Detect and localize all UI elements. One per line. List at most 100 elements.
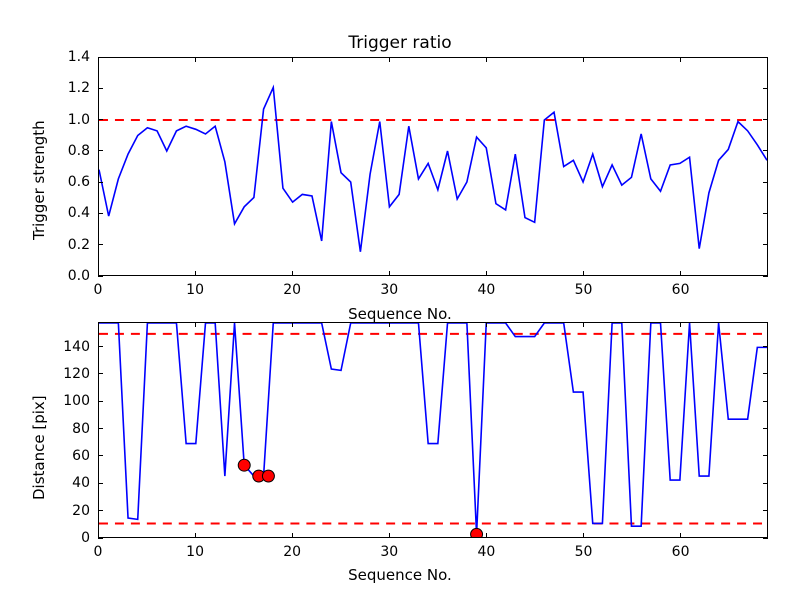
y-tick-mark xyxy=(98,181,103,183)
bottom-chart-xlabel: Sequence No. xyxy=(348,566,452,584)
y-tick-mark xyxy=(98,87,103,89)
y-tick-mark xyxy=(98,244,103,246)
y-tick-mark xyxy=(98,150,103,152)
x-tick-label: 50 xyxy=(574,282,593,298)
y-tick-label: 0 xyxy=(81,530,90,546)
x-tick-mark xyxy=(680,533,682,538)
y-tick-mark xyxy=(98,346,103,348)
highlight-marker xyxy=(261,469,275,483)
y-tick-mark xyxy=(98,537,103,539)
x-tick-mark xyxy=(388,271,390,276)
y-tick-label: 80 xyxy=(72,420,90,437)
y-tick-mark-right xyxy=(763,537,768,539)
x-tick-mark xyxy=(485,533,487,538)
y-tick-label: 140 xyxy=(63,338,90,355)
y-tick-label: 40 xyxy=(72,475,90,492)
top-plot-area xyxy=(98,57,768,276)
y-tick-mark-right xyxy=(763,212,768,214)
x-tick-mark xyxy=(291,271,293,276)
x-tick-mark-top xyxy=(291,57,293,62)
x-tick-mark xyxy=(680,271,682,276)
x-tick-mark xyxy=(291,533,293,538)
top-chart-xlabel: Sequence No. xyxy=(348,305,452,323)
data-series-line xyxy=(99,87,767,251)
y-tick-label: 60 xyxy=(72,447,90,464)
x-tick-mark-top xyxy=(583,322,584,327)
x-tick-label: 10 xyxy=(186,544,204,560)
x-tick-mark xyxy=(194,271,196,276)
x-tick-label: 20 xyxy=(283,544,302,560)
y-tick-label: 0.2 xyxy=(67,236,90,253)
y-tick-label: 0.8 xyxy=(67,142,90,159)
y-tick-mark-right xyxy=(763,510,768,512)
y-tick-label: 1.0 xyxy=(67,111,90,128)
y-tick-mark-right xyxy=(763,400,768,402)
y-tick-mark-right xyxy=(763,150,768,152)
x-tick-mark-top xyxy=(485,322,487,327)
data-series-line xyxy=(99,323,767,534)
y-tick-mark-right xyxy=(763,119,768,121)
x-tick-mark-top xyxy=(97,57,99,62)
x-tick-mark xyxy=(485,271,487,276)
x-tick-label: 0 xyxy=(93,282,103,298)
y-tick-mark xyxy=(98,275,103,277)
top-chart-title: Trigger ratio xyxy=(348,33,452,53)
y-tick-label: 100 xyxy=(63,393,90,410)
x-tick-label: 40 xyxy=(477,544,496,560)
x-tick-label: 40 xyxy=(477,282,496,298)
x-tick-mark-top xyxy=(291,322,293,327)
y-tick-label: 0.6 xyxy=(67,174,90,191)
y-tick-mark xyxy=(98,119,103,121)
y-tick-label: 1.2 xyxy=(67,80,90,97)
x-tick-mark-top xyxy=(680,322,682,327)
y-tick-mark-right xyxy=(763,244,768,246)
x-tick-label: 20 xyxy=(283,282,302,298)
y-tick-mark xyxy=(98,212,103,214)
y-tick-mark xyxy=(98,482,103,484)
x-tick-mark xyxy=(97,271,99,276)
y-tick-label: 120 xyxy=(63,365,90,382)
x-tick-label: 50 xyxy=(574,544,593,560)
y-tick-label: 1.4 xyxy=(67,49,90,65)
y-tick-mark-right xyxy=(763,482,768,484)
x-tick-label: 0 xyxy=(93,544,103,560)
x-tick-label: 10 xyxy=(186,282,204,298)
y-tick-label: 0.4 xyxy=(67,205,90,222)
x-tick-mark xyxy=(97,533,99,538)
x-tick-mark xyxy=(194,533,196,538)
bottom-series-svg xyxy=(99,323,767,537)
y-tick-mark-right xyxy=(763,346,768,348)
x-tick-mark-top xyxy=(583,57,584,62)
bottom-plot-area xyxy=(98,322,768,538)
y-tick-mark-right xyxy=(763,373,768,375)
x-tick-mark-top xyxy=(194,322,196,327)
top-series-svg xyxy=(99,58,767,275)
highlight-marker xyxy=(470,527,484,537)
y-tick-mark-right xyxy=(763,428,768,430)
x-tick-mark xyxy=(388,533,390,538)
x-tick-mark-top xyxy=(388,322,390,327)
y-tick-mark-right xyxy=(763,87,768,89)
y-tick-label: 20 xyxy=(72,502,90,519)
x-tick-mark-top xyxy=(388,57,390,62)
y-tick-mark xyxy=(98,455,103,457)
y-tick-mark-right xyxy=(763,275,768,277)
y-tick-mark xyxy=(98,400,103,402)
y-tick-mark xyxy=(98,428,103,430)
x-tick-label: 60 xyxy=(671,282,690,298)
x-tick-mark-top xyxy=(680,57,682,62)
highlight-marker xyxy=(237,458,251,472)
x-tick-mark-top xyxy=(97,322,99,327)
x-tick-mark xyxy=(583,533,584,538)
y-tick-mark-right xyxy=(763,56,768,58)
y-tick-mark-right xyxy=(763,181,768,183)
x-tick-label: 30 xyxy=(380,544,399,560)
y-tick-mark xyxy=(98,510,103,512)
y-tick-label: 0.0 xyxy=(67,268,90,284)
x-tick-label: 30 xyxy=(380,282,399,298)
x-tick-mark-top xyxy=(485,57,487,62)
x-tick-label: 60 xyxy=(671,544,690,560)
